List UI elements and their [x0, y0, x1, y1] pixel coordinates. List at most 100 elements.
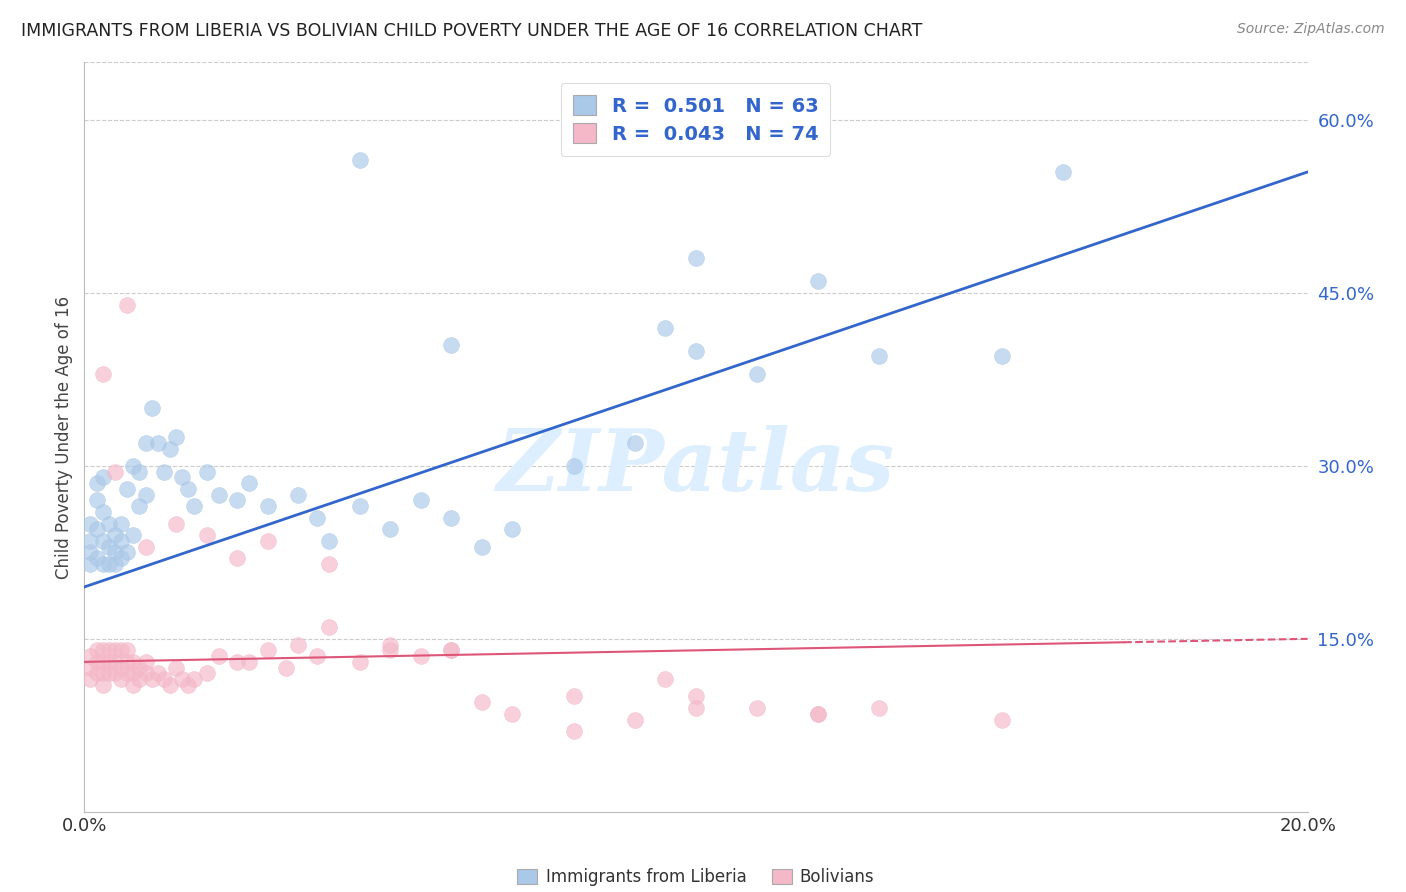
Point [807, 275, 830, 289]
Point [135, 435, 157, 450]
Point [79, 557, 101, 571]
Point [159, 678, 181, 692]
Point [685, 343, 707, 358]
Y-axis label: Child Poverty Under the Age of 16: Child Poverty Under the Age of 16 [55, 295, 73, 579]
Point [305, 510, 328, 524]
Point [380, 638, 402, 652]
Point [208, 649, 231, 664]
Point [685, 701, 707, 715]
Point [146, 435, 169, 450]
Point [79, 660, 101, 674]
Point [91, 505, 114, 519]
Point [122, 458, 145, 473]
Point [86, 476, 108, 491]
Point [79, 672, 101, 686]
Point [991, 713, 1014, 727]
Point [305, 649, 328, 664]
Point [318, 533, 340, 548]
Legend: Immigrants from Liberia, Bolivians: Immigrants from Liberia, Bolivians [510, 862, 882, 892]
Point [86, 551, 108, 566]
Point [654, 320, 676, 334]
Point [110, 533, 132, 548]
Point [115, 666, 138, 681]
Point [172, 672, 194, 686]
Point [97, 655, 120, 669]
Point [807, 706, 830, 721]
Point [110, 672, 132, 686]
Point [165, 430, 187, 444]
Point [104, 666, 127, 681]
Point [380, 643, 402, 657]
Point [79, 545, 101, 559]
Point [440, 510, 463, 524]
Point [502, 522, 524, 536]
Point [562, 458, 585, 473]
Point [287, 488, 309, 502]
Point [869, 701, 891, 715]
Point [165, 516, 187, 531]
Point [97, 666, 120, 681]
Point [440, 643, 463, 657]
Point [183, 500, 205, 514]
Point [104, 528, 127, 542]
Point [91, 470, 114, 484]
Point [624, 713, 647, 727]
Point [318, 620, 340, 634]
Point [122, 666, 145, 681]
Point [115, 655, 138, 669]
Point [104, 643, 127, 657]
Point [91, 643, 114, 657]
Point [159, 442, 181, 456]
Point [409, 649, 432, 664]
Point [349, 500, 371, 514]
Point [128, 500, 150, 514]
Point [287, 638, 309, 652]
Point [115, 482, 138, 496]
Point [86, 655, 108, 669]
Point [153, 672, 176, 686]
Point [91, 678, 114, 692]
Point [238, 655, 260, 669]
Point [97, 540, 120, 554]
Text: Source: ZipAtlas.com: Source: ZipAtlas.com [1237, 22, 1385, 37]
Point [257, 643, 280, 657]
Point [115, 643, 138, 657]
Point [226, 493, 249, 508]
Point [97, 557, 120, 571]
Point [86, 666, 108, 681]
Point [79, 649, 101, 664]
Point [654, 672, 676, 686]
Point [97, 643, 120, 657]
Point [177, 678, 200, 692]
Point [135, 655, 157, 669]
Point [91, 557, 114, 571]
Point [104, 557, 127, 571]
Point [91, 666, 114, 681]
Point [135, 488, 157, 502]
Point [183, 672, 205, 686]
Point [110, 516, 132, 531]
Point [318, 557, 340, 571]
Point [97, 516, 120, 531]
Point [747, 367, 769, 381]
Point [104, 465, 127, 479]
Point [79, 516, 101, 531]
Text: ZIPatlas: ZIPatlas [496, 425, 896, 508]
Point [409, 493, 432, 508]
Point [122, 678, 145, 692]
Point [115, 545, 138, 559]
Point [991, 350, 1014, 364]
Point [91, 367, 114, 381]
Point [165, 660, 187, 674]
Point [128, 672, 150, 686]
Point [1052, 165, 1074, 179]
Point [349, 655, 371, 669]
Point [110, 660, 132, 674]
Point [257, 500, 280, 514]
Point [104, 655, 127, 669]
Point [440, 338, 463, 352]
Point [86, 493, 108, 508]
Point [128, 465, 150, 479]
Point [440, 643, 463, 657]
Point [141, 401, 163, 416]
